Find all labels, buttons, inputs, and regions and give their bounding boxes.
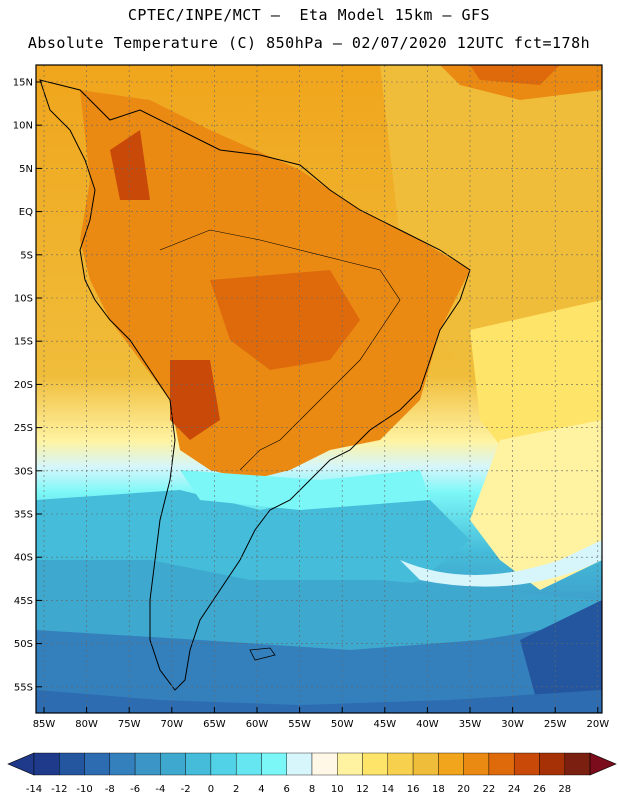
colorbar-swatch	[438, 752, 464, 776]
map-field	[36, 65, 602, 713]
colorbar-swatch	[337, 752, 363, 776]
colorbar-swatch	[109, 752, 136, 776]
southeast-ocean-coldest	[520, 600, 602, 713]
lon-label: 85W	[33, 719, 56, 730]
colorbar-label: -14	[26, 784, 42, 795]
colorbar-swatch	[412, 752, 439, 776]
chaco-hot-patch	[170, 360, 220, 440]
colorbar-swatch	[513, 752, 540, 776]
colorbar-label: -4	[155, 784, 165, 795]
lon-label: 40W	[416, 719, 439, 730]
colorbar-label: 0	[208, 784, 214, 795]
longitude-labels: 85W 80W 75W 70W 65W 60W 55W 50W 45W 40W 35W 30W 25W 2…	[33, 719, 610, 730]
colorbar-label: -8	[105, 784, 115, 795]
atlantic-pale-band	[470, 420, 602, 590]
colorbar-label: -6	[130, 784, 140, 795]
lon-label: 50W	[331, 719, 354, 730]
colorbar-label: 2	[233, 784, 239, 795]
colorbar-swatch	[539, 752, 565, 776]
lat-label: 30S	[14, 466, 33, 477]
lat-label: 40S	[14, 553, 33, 564]
lat-label: 15N	[13, 78, 33, 89]
colorbar-label: 10	[331, 784, 344, 795]
colorbar-high-arrow	[589, 752, 617, 776]
colorbar-label: -12	[51, 784, 67, 795]
colorbar-low-arrow	[7, 752, 35, 776]
southern-edge-band	[36, 690, 602, 713]
graticule	[36, 65, 602, 713]
caribbean-hot-patch	[470, 65, 560, 85]
south-america-coastline	[39, 79, 471, 691]
colorbar-label: 12	[356, 784, 369, 795]
colorbar-label: 26	[533, 784, 546, 795]
colorbar-label: 20	[457, 784, 470, 795]
lat-label: 55S	[14, 682, 33, 693]
lon-label: 35W	[459, 719, 482, 730]
lon-label: 70W	[160, 719, 183, 730]
colorbar-label: 18	[432, 784, 445, 795]
colorbar-label: 14	[381, 784, 394, 795]
lat-label: 20S	[14, 380, 33, 391]
colorbar-swatch	[33, 752, 60, 776]
map-frame	[35, 64, 603, 714]
colorbar-label: 8	[309, 784, 315, 795]
colorbar	[7, 752, 617, 776]
central-brazil-hot-patch	[210, 270, 360, 370]
colorbar-swatch	[59, 752, 85, 776]
lat-label: 35S	[14, 510, 33, 521]
uruguay-cyan-band	[180, 470, 430, 510]
lat-label: 5N	[19, 164, 33, 175]
map-title-line-2: Absolute Temperature (C) 850hPa – 02/07/…	[27, 34, 591, 52]
country-borders	[159, 229, 401, 471]
falkland-islands-outline	[249, 647, 276, 661]
colorbar-swatch	[185, 752, 212, 776]
lat-label: 25S	[14, 423, 33, 434]
colorbar-label: 28	[558, 784, 571, 795]
colorbar-labels: -14 -12 -10 -8 -6 -4 -2 0 2 4 6 8 10 12 14 16 18 20 22 24 26…	[26, 784, 571, 795]
colorbar-swatch	[463, 752, 490, 776]
lon-label: 25W	[544, 719, 567, 730]
colorbar-label: 22	[483, 784, 496, 795]
lat-label: 50S	[14, 639, 33, 650]
lat-label: 5S	[20, 250, 33, 261]
colorbar-swatch	[564, 752, 591, 776]
colorbar-label: 16	[407, 784, 420, 795]
lon-label: 60W	[246, 719, 269, 730]
lon-label: 75W	[118, 719, 141, 730]
andes-north-hot-patch	[110, 130, 150, 200]
map-title-line-1: CPTEC/INPE/MCT – Eta Model 15km – GFS	[127, 6, 491, 24]
colorbar-swatch	[488, 752, 515, 776]
lon-label: 45W	[373, 719, 396, 730]
lat-label: 10S	[14, 294, 33, 305]
lat-label: 15S	[14, 337, 33, 348]
lat-label: EQ	[19, 207, 33, 218]
colorbar-swatch	[311, 752, 338, 776]
colorbar-label: 4	[258, 784, 264, 795]
colorbar-swatch	[84, 752, 111, 776]
southern-ocean-colder	[36, 620, 602, 713]
colorbar-swatch	[261, 752, 287, 776]
colorbar-swatch	[362, 752, 389, 776]
colorbar-swatch	[387, 752, 414, 776]
lon-label: 55W	[288, 719, 311, 730]
colorbar-label: -2	[181, 784, 191, 795]
colorbar-swatch	[160, 752, 186, 776]
lon-label: 80W	[75, 719, 98, 730]
lat-label: 45S	[14, 596, 33, 607]
lon-label: 30W	[501, 719, 524, 730]
colorbar-swatch	[134, 752, 161, 776]
colorbar-swatch	[235, 752, 262, 776]
latitude-labels: 15N 10N 5N EQ 5S 10S 15S 20S 25S 30S 35S 40S 45S 50S 5…	[13, 78, 33, 694]
lat-label: 10N	[13, 121, 33, 132]
lon-label: 65W	[203, 719, 226, 730]
colorbar-label: -10	[76, 784, 92, 795]
colorbar-swatch	[210, 752, 237, 776]
southern-front-pale-band	[400, 540, 602, 587]
colorbar-label: 6	[284, 784, 290, 795]
colorbar-label: 24	[508, 784, 521, 795]
colorbar-swatch	[286, 752, 313, 776]
lon-label: 20W	[586, 719, 609, 730]
